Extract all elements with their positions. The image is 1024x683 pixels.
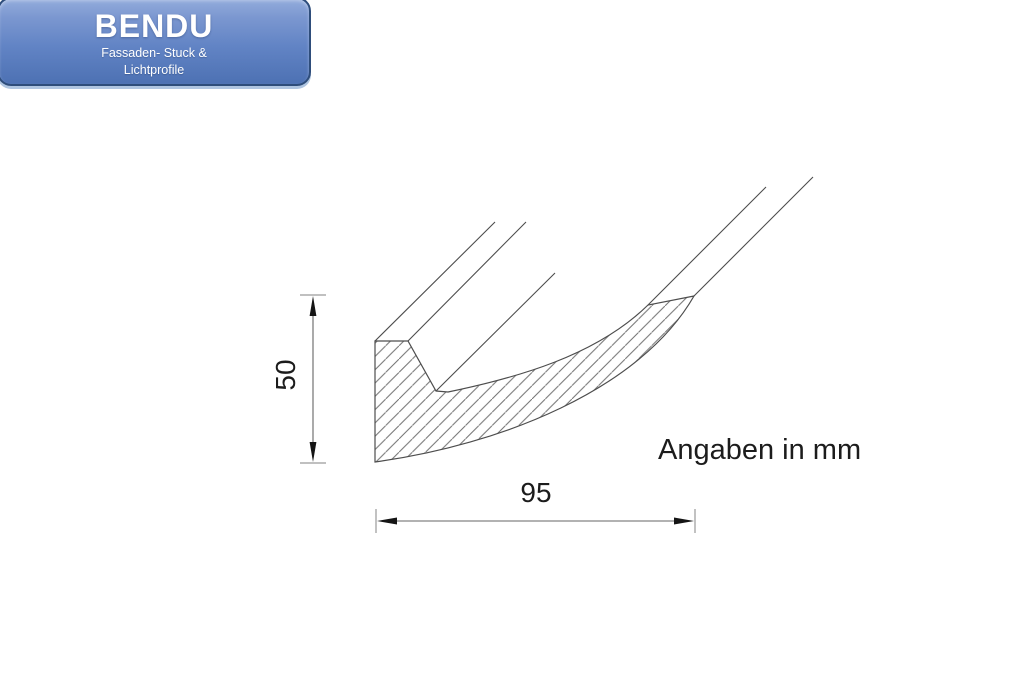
profile-extension-lines	[374, 176, 814, 392]
height-dimension-ticks	[300, 294, 326, 464]
height-dimension-arrow-down	[309, 442, 317, 462]
brand-logo-badge: BENDU Fassaden- Stuck & Lichtprofile	[0, 0, 311, 86]
width-dimension-label: 95	[520, 477, 551, 508]
brand-name: BENDU	[94, 8, 214, 44]
width-dimension-ticks	[375, 509, 696, 533]
brand-tagline-line1: Fassaden- Stuck &	[101, 46, 207, 60]
brand-tagline-line2: Lichtprofile	[123, 63, 185, 77]
width-dimension-arrow-right	[674, 517, 694, 525]
width-dimension-arrow-left	[377, 517, 397, 525]
height-dimension-label: 50	[270, 359, 301, 390]
units-note: Angaben in mm	[658, 434, 861, 466]
height-dimension: 50	[270, 294, 326, 464]
width-dimension: 95	[375, 477, 696, 533]
profile-cross-section	[374, 295, 696, 463]
height-dimension-arrow-up	[309, 296, 317, 316]
